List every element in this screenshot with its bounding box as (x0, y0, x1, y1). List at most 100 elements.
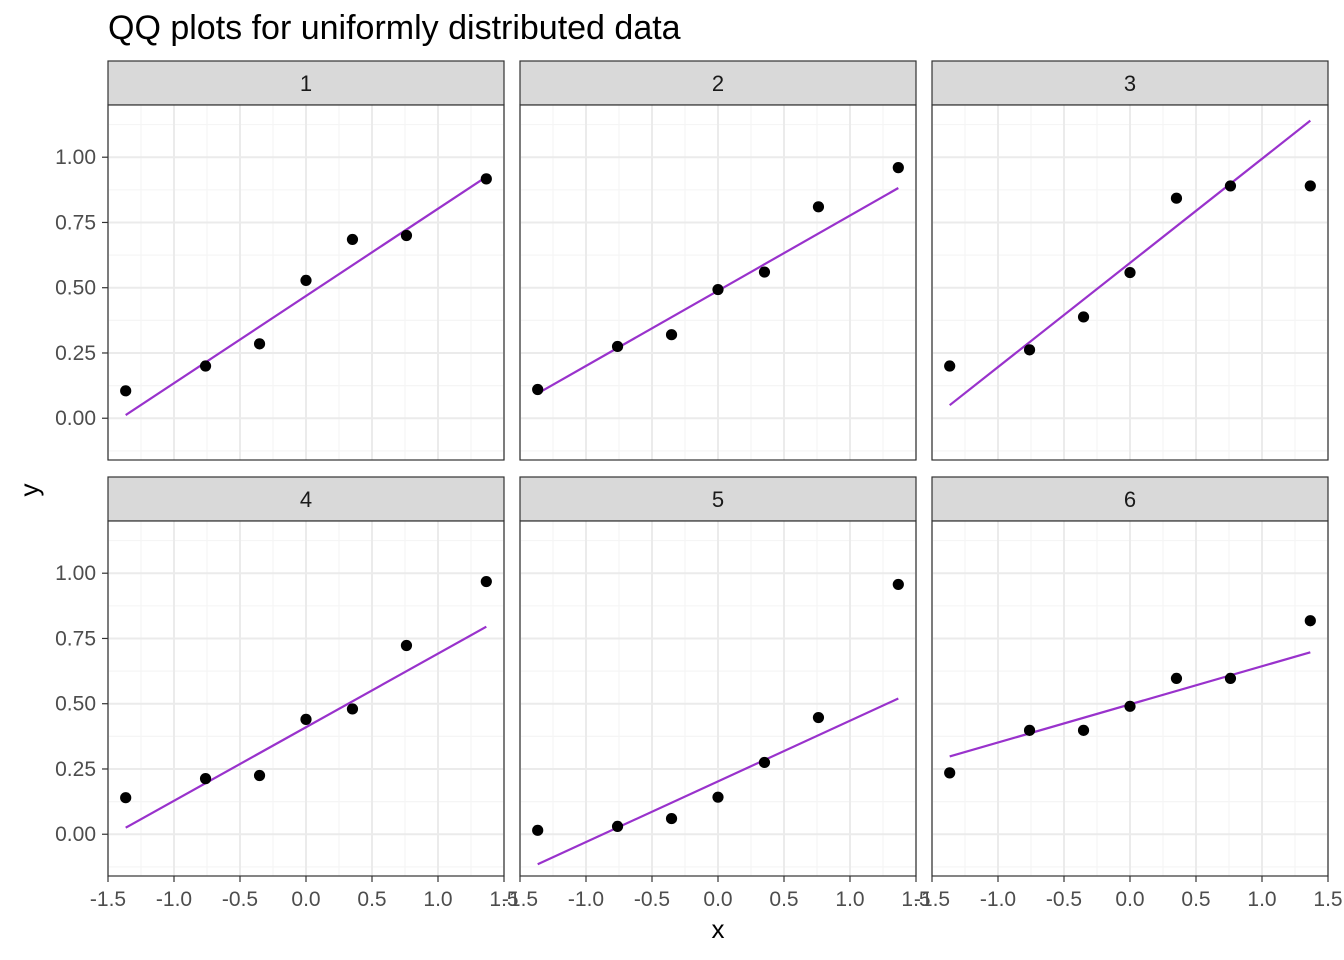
y-tick-label: 0.75 (55, 627, 96, 650)
facet-strip-label: 5 (712, 487, 724, 512)
x-tick-label: -1.0 (980, 888, 1016, 911)
x-tick-label: -1.5 (914, 888, 950, 911)
data-point (812, 201, 825, 213)
x-tick-label: -0.5 (222, 888, 258, 911)
facet-panel-5: 5 (519, 476, 917, 877)
x-tick-label: -1.5 (90, 888, 126, 911)
x-tick-label: 0.0 (291, 888, 320, 911)
data-point (712, 791, 724, 803)
data-point (199, 773, 212, 785)
chart-title: QQ plots for uniformly distributed data (108, 9, 681, 47)
y-tick-label: 0.50 (55, 693, 96, 716)
x-tick-label: 0.0 (1115, 888, 1144, 911)
qq-reference-line (537, 697, 899, 866)
facet-panel-1: 1 (107, 60, 505, 461)
data-point (1023, 344, 1036, 356)
data-point (611, 820, 624, 833)
data-point (480, 575, 492, 588)
facet-strip-label: 3 (1124, 71, 1136, 96)
data-point (199, 360, 212, 372)
data-point (1077, 311, 1090, 323)
data-point (892, 162, 904, 174)
data-point (712, 283, 724, 296)
data-point (611, 340, 624, 353)
x-tick-label: -0.5 (634, 888, 670, 911)
x-axis-ticks: -1.5 -1.0 -0.5 0.0 0.5 1.0 1.5-1.5 -1.0 -0.5 0.0 0… (90, 876, 1343, 911)
data-point (253, 769, 266, 782)
data-point (1304, 615, 1316, 627)
data-point (1077, 724, 1090, 736)
data-point (665, 812, 678, 825)
data-point (758, 266, 771, 278)
data-point (346, 233, 359, 246)
x-tick-label: 1.5 (1313, 888, 1342, 911)
y-tick-label: 0.50 (55, 277, 96, 300)
data-point (120, 792, 132, 804)
data-point (1304, 180, 1316, 192)
facet-panel-3: 3 (931, 60, 1329, 461)
facet-strip (519, 476, 917, 522)
data-point (400, 639, 413, 652)
data-point (758, 756, 771, 769)
data-point (300, 274, 312, 287)
qq-reference-line (125, 175, 487, 417)
data-point (892, 578, 904, 591)
panel-border (931, 104, 1329, 461)
y-tick-label: 0.25 (55, 342, 96, 365)
data-point (300, 713, 312, 725)
y-axis-title: y (14, 484, 44, 497)
facet-strip-label: 4 (300, 487, 312, 512)
data-point (944, 767, 956, 779)
x-tick-label: -1.0 (568, 888, 604, 911)
facet-strip (931, 60, 1329, 106)
data-point (665, 329, 678, 341)
x-tick-label: 0.5 (1181, 888, 1210, 911)
facet-strip-label: 6 (1124, 487, 1136, 512)
y-tick-label: 1.00 (55, 562, 96, 585)
panel-border (107, 104, 505, 461)
y-tick-label: 0.00 (55, 407, 96, 430)
data-point (944, 360, 956, 372)
panel-border (519, 104, 917, 461)
qq-reference-line (125, 625, 487, 829)
facet-strip-label: 2 (712, 71, 724, 96)
x-tick-label: 0.5 (357, 888, 386, 911)
facet-panel-4: 4 (107, 476, 505, 877)
y-tick-label: 0.00 (55, 823, 96, 846)
data-point (120, 385, 132, 397)
facet-strip (107, 476, 505, 522)
x-tick-label: 0.5 (769, 888, 798, 911)
facet-panel-6: 6 (931, 476, 1329, 877)
data-point (812, 711, 825, 724)
x-tick-label: 1.0 (1247, 888, 1276, 911)
data-point (480, 173, 492, 185)
data-point (1124, 700, 1136, 712)
data-point (1170, 672, 1183, 685)
facet-panel-2: 2 (519, 60, 917, 461)
data-point (532, 383, 544, 396)
data-point (1170, 192, 1183, 204)
x-tick-label: -0.5 (1046, 888, 1082, 911)
data-point (400, 229, 413, 242)
x-tick-label: 1.5 (489, 888, 518, 911)
data-point (346, 703, 359, 715)
data-point (253, 338, 266, 350)
x-tick-label: -1.0 (156, 888, 192, 911)
data-point (1023, 724, 1036, 736)
data-point (1224, 672, 1237, 685)
y-tick-label: 1.00 (55, 146, 96, 169)
y-tick-label: 0.25 (55, 758, 96, 781)
x-tick-label: -1.5 (502, 888, 538, 911)
data-point (532, 824, 544, 836)
qq-reference-line (949, 119, 1311, 407)
x-tick-label: 1.5 (901, 888, 930, 911)
x-tick-label: 1.0 (423, 888, 452, 911)
data-point (1224, 180, 1237, 192)
y-axis-ticks: 0.00 0.25 0.50 0.75 1.00 0.00 0.25 0.50 0.75 1.00 (55, 146, 108, 846)
facet-strip (107, 60, 505, 106)
facet-panels: 1 2 3 4 5 6 (107, 60, 1329, 877)
y-tick-label: 0.75 (55, 211, 96, 234)
facet-strip-label: 1 (300, 71, 312, 96)
x-tick-label: 1.0 (835, 888, 864, 911)
